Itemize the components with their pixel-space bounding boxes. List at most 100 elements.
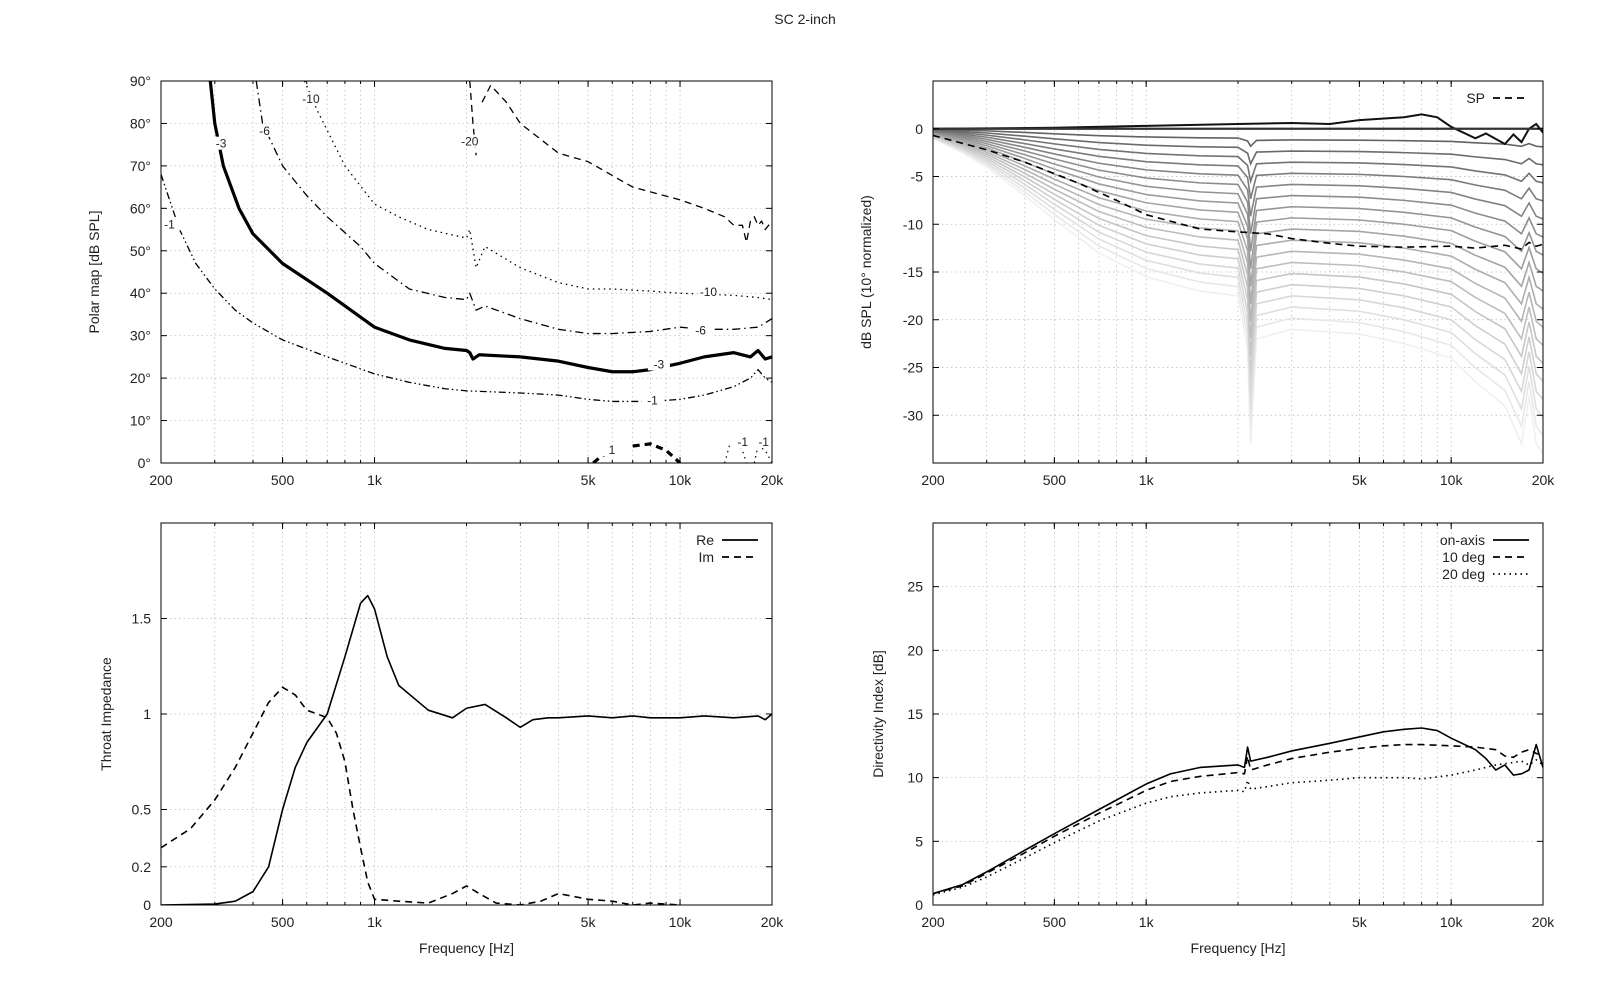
polar-curve-70deg — [933, 135, 1543, 382]
x-tick-label: 1k — [367, 472, 383, 488]
contour-label: -10 — [302, 92, 320, 106]
contour-label-bg — [697, 285, 720, 299]
x-tick-label: 500 — [1043, 914, 1067, 930]
contour-label: -1 — [758, 435, 769, 449]
x-tick-label: 200 — [149, 914, 173, 930]
polar-curve-80deg — [933, 136, 1543, 418]
x-tick-label: 200 — [921, 914, 945, 930]
polar-map-chart: -1 -1 -3 -3 -6 -6 -10 -10 -20 1 -1 -1 200 500 1k 5k 10k 2… — [86, 73, 784, 488]
contour-label: -6 — [259, 124, 270, 138]
series-line--3 — [208, 81, 772, 374]
series-line--1 — [724, 441, 748, 463]
polar-curve-10deg — [933, 129, 1543, 166]
y-tick-label: 0° — [138, 455, 151, 471]
y-tick-label: 1.5 — [132, 611, 152, 627]
contour-label-bg — [647, 357, 670, 371]
y-tick-label: -5 — [911, 169, 924, 185]
y-axis-label: Polar map [dB SPL] — [86, 211, 102, 334]
x-tick-label: 20k — [1532, 914, 1556, 930]
y-tick-label: 0.5 — [132, 802, 152, 818]
y-axis-label: Directivity Index [dB] — [870, 650, 886, 778]
contour-label: -3 — [216, 137, 227, 151]
y-tick-label: 70° — [130, 158, 151, 174]
x-axis-label: Frequency [Hz] — [1191, 940, 1286, 956]
polar-curve-60deg — [933, 134, 1543, 346]
y-tick-label: -10 — [903, 216, 923, 232]
contour-label-bg — [689, 323, 712, 337]
grid — [161, 81, 772, 463]
directivity-index-chart: 200 500 1k 5k 10k 20k 0 5 10 15 20 25 Directivity In… — [870, 522, 1556, 956]
contour-label: -1 — [164, 217, 175, 231]
grid — [933, 523, 1543, 905]
series-line-Re — [161, 594, 772, 905]
contour-label-bg — [253, 123, 276, 137]
y-tick-label: 5 — [915, 833, 923, 849]
x-tick-label: 500 — [1043, 472, 1067, 488]
x-tick-label: 1k — [367, 914, 383, 930]
series-line-20 deg — [933, 759, 1543, 896]
x-tick-label: 1k — [1139, 914, 1155, 930]
y-tick-label: 1 — [143, 706, 151, 722]
contour-label-bg — [299, 92, 322, 106]
x-tick-label: 5k — [1352, 914, 1368, 930]
y-tick-label: -20 — [903, 312, 923, 328]
y-tick-label: 20° — [130, 370, 151, 386]
series-line--1 — [161, 174, 772, 403]
polar-curve-0deg — [933, 113, 1543, 146]
y-tick-label: -15 — [903, 264, 923, 280]
series-line--20b — [481, 84, 772, 243]
series-line-Im — [161, 686, 681, 905]
x-tick-label: 20k — [761, 914, 785, 930]
x-tick-label: 1k — [1139, 472, 1155, 488]
y-axis-label: Throat Impedance — [98, 657, 114, 771]
x-tick-label: 200 — [149, 472, 173, 488]
contour-label-bg — [458, 134, 481, 148]
series-line-SP — [933, 134, 1543, 250]
y-tick-label: 0 — [915, 121, 923, 137]
contour-label: 1 — [609, 443, 616, 457]
figure-title: SC 2-inch — [774, 11, 835, 27]
spl-normalized-chart: 200 500 1k 5k 10k 20k -30 -25 -20 -15 -10 -5 0 dB SPL… — [858, 80, 1555, 488]
legend-label: on-axis — [1440, 532, 1485, 548]
y-tick-label: -25 — [903, 360, 923, 376]
x-tick-label: 10k — [1440, 914, 1464, 930]
x-tick-label: 5k — [1352, 472, 1368, 488]
polar-curve-5deg — [933, 128, 1543, 148]
polar-curve-50deg — [933, 133, 1543, 310]
polar-curve-65deg — [933, 134, 1543, 364]
contour-label: -10 — [700, 285, 718, 299]
contour-label-bg — [752, 435, 775, 449]
y-tick-label: 0.2 — [132, 859, 152, 875]
y-tick-label: 50° — [130, 243, 151, 259]
x-tick-label: 500 — [271, 914, 295, 930]
y-tick-label: 10 — [907, 770, 923, 786]
series-line-10 deg — [933, 743, 1543, 895]
series-line-1b — [632, 442, 682, 463]
x-tick-label: 10k — [1440, 472, 1464, 488]
y-tick-label: -30 — [903, 407, 923, 423]
series-line--6 — [255, 81, 772, 335]
legend-label: 10 deg — [1442, 549, 1485, 565]
polar-curve-75deg — [933, 135, 1543, 400]
x-tick-label: 10k — [669, 914, 693, 930]
x-tick-label: 10k — [669, 472, 693, 488]
polar-curve-25deg — [933, 130, 1543, 220]
x-tick-label: 200 — [921, 472, 945, 488]
legend-label: 20 deg — [1442, 566, 1485, 582]
grid — [161, 523, 772, 905]
contour-label-bg — [158, 217, 181, 231]
polar-curve-15deg — [933, 129, 1543, 185]
contour-label-bg — [210, 136, 233, 150]
y-tick-label: 60° — [130, 200, 151, 216]
contour-label: -20 — [461, 135, 479, 149]
contour-label-bg — [601, 443, 624, 457]
polar-curve-20deg — [933, 130, 1543, 202]
contour-label: -6 — [695, 323, 706, 337]
y-axis-label: dB SPL (10° normalized) — [858, 195, 874, 349]
y-tick-label: 0 — [915, 897, 923, 913]
y-tick-label: 30° — [130, 328, 151, 344]
x-tick-label: 5k — [581, 472, 597, 488]
legend-label: SP — [1466, 90, 1485, 106]
contour-label-bg — [641, 393, 664, 407]
plot-area — [933, 727, 1543, 896]
